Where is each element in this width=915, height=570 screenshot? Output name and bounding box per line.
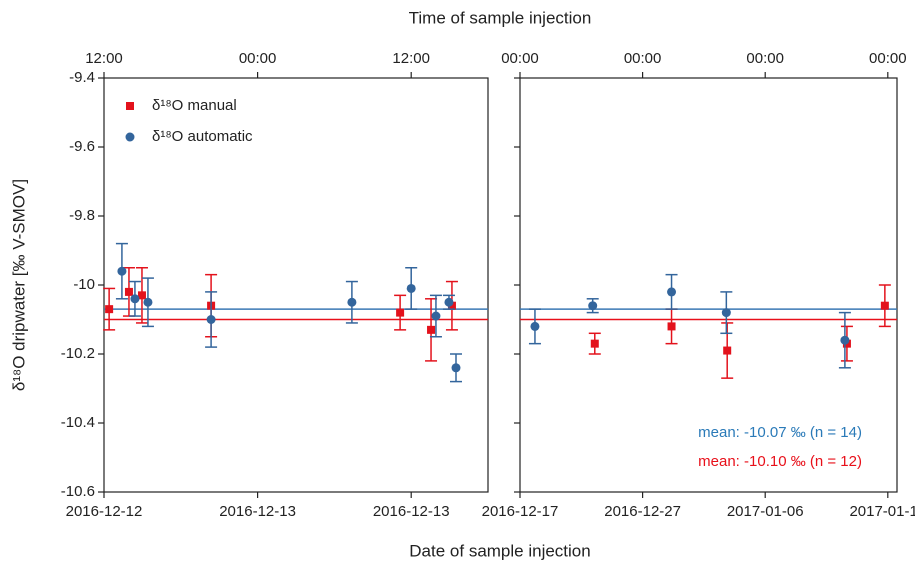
x-tick-label: 2017-01-16 bbox=[849, 503, 915, 520]
y-tick-label: -10.6 bbox=[61, 483, 95, 500]
top-tick-label: 12:00 bbox=[85, 50, 123, 67]
marker bbox=[447, 301, 456, 310]
x-tick-label: 2017-01-06 bbox=[727, 503, 804, 520]
top-tick-label: 00:00 bbox=[624, 50, 662, 67]
legend-label: δ¹⁸O automatic bbox=[152, 128, 253, 145]
y-axis-title: δ¹⁸O dripwater [‰ V-SMOV] bbox=[9, 179, 28, 391]
marker bbox=[124, 287, 133, 296]
marker bbox=[667, 287, 677, 297]
marker bbox=[206, 315, 216, 324]
marker bbox=[451, 363, 461, 373]
marker bbox=[530, 321, 540, 331]
top-axis-title: Time of sample injection bbox=[409, 8, 592, 27]
marker bbox=[137, 291, 146, 300]
marker bbox=[444, 297, 454, 307]
annotation: mean: -10.10 ‰ (n = 12) bbox=[698, 453, 862, 470]
top-tick-label: 00:00 bbox=[746, 50, 784, 67]
top-tick-label: 12:00 bbox=[392, 50, 430, 67]
x-tick-label: 2016-12-13 bbox=[373, 503, 450, 520]
top-tick-label: 00:00 bbox=[239, 50, 277, 67]
y-tick-label: -9.8 bbox=[69, 207, 95, 224]
y-tick-label: -10 bbox=[73, 276, 95, 293]
x-tick-label: 2016-12-13 bbox=[219, 503, 296, 520]
marker bbox=[143, 297, 153, 307]
marker bbox=[723, 346, 732, 355]
marker bbox=[396, 308, 405, 317]
marker bbox=[347, 297, 357, 307]
top-tick-label: 00:00 bbox=[869, 50, 907, 67]
marker bbox=[667, 322, 676, 331]
x-axis-title: Date of sample injection bbox=[409, 541, 590, 560]
y-tick-label: -9.4 bbox=[69, 69, 95, 86]
y-tick-label: -9.6 bbox=[69, 138, 95, 155]
legend-marker bbox=[126, 102, 134, 110]
annotation: mean: -10.07 ‰ (n = 14) bbox=[698, 424, 862, 441]
x-tick-label: 2016-12-27 bbox=[604, 503, 681, 520]
marker bbox=[880, 301, 889, 310]
top-tick-label: 00:00 bbox=[501, 50, 539, 67]
marker bbox=[406, 283, 416, 293]
legend-label: δ¹⁸O manual bbox=[152, 97, 237, 114]
marker bbox=[130, 294, 140, 304]
marker bbox=[590, 339, 599, 348]
marker bbox=[105, 305, 114, 314]
x-tick-label: 2016-12-17 bbox=[482, 503, 559, 520]
marker bbox=[427, 325, 436, 334]
marker bbox=[840, 335, 850, 345]
marker bbox=[721, 308, 731, 318]
marker bbox=[588, 301, 598, 311]
y-tick-label: -10.4 bbox=[61, 414, 95, 431]
x-tick-label: 2016-12-12 bbox=[66, 503, 143, 520]
legend-marker bbox=[125, 132, 135, 142]
marker bbox=[117, 266, 127, 276]
marker bbox=[431, 311, 441, 321]
y-tick-label: -10.2 bbox=[61, 345, 95, 362]
